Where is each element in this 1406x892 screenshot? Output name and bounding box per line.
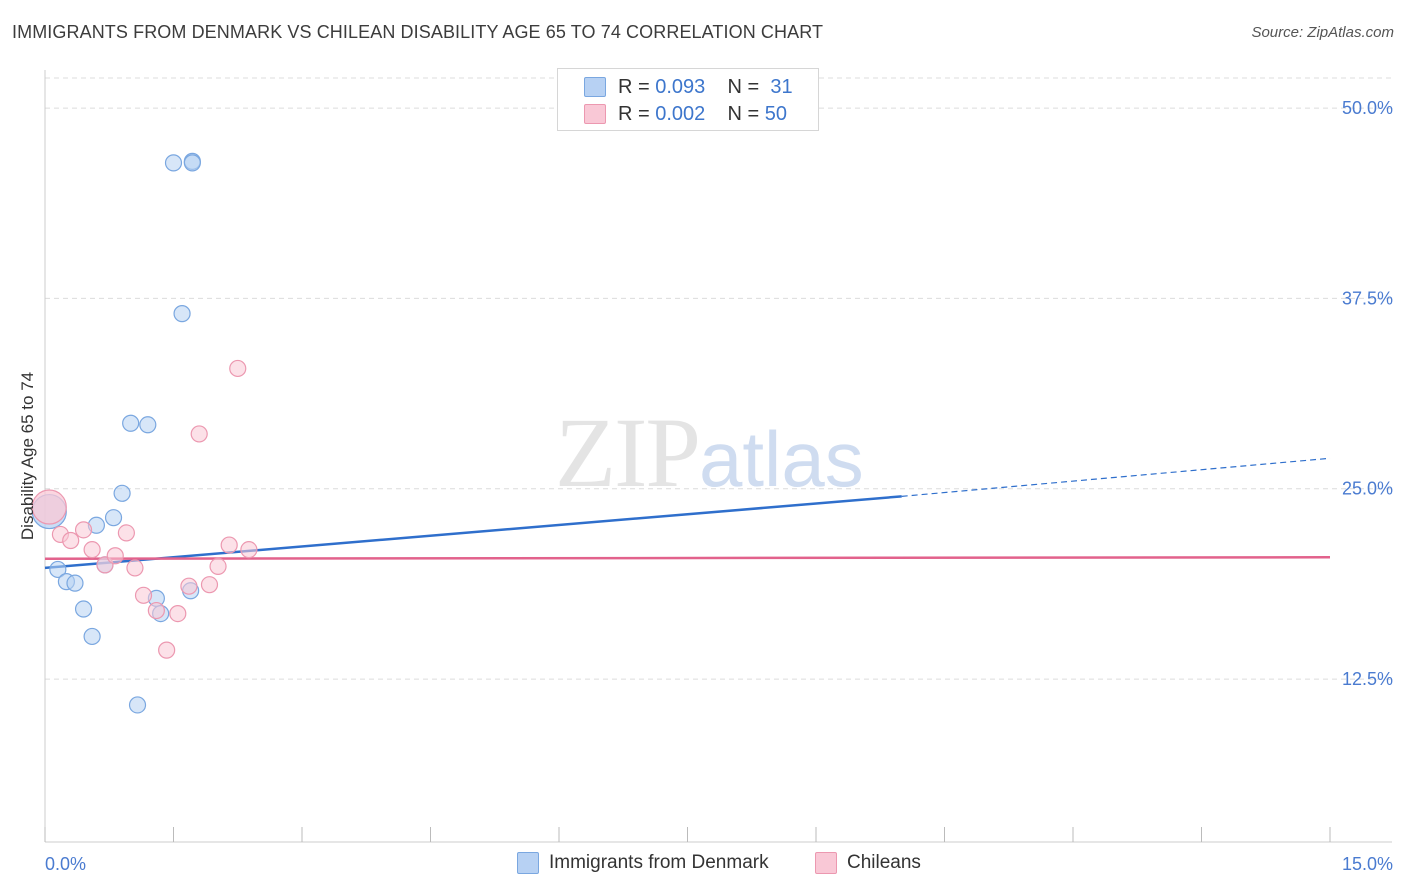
bottom-legend-chileans[interactable]: Chileans [815, 852, 921, 874]
legend-n-label: N = [727, 102, 760, 125]
axes [44, 70, 1392, 843]
denmark-point [49, 560, 67, 579]
legend-r-label: R = [618, 102, 650, 125]
chart-title: IMMIGRANTS FROM DENMARK VS CHILEAN DISAB… [12, 22, 824, 42]
chileans-point [190, 425, 208, 443]
legend-n-value: 31 [770, 75, 793, 98]
legend-r-value: 0.093 [655, 75, 706, 98]
denmark-point [66, 574, 84, 592]
bottom-legend-denmark[interactable]: Immigrants from Denmark [517, 852, 769, 874]
tick-labels: 12.5% 25.0% 37.5% 50.0% 0.0% 15.0% Disability … [18, 98, 1393, 874]
chileans-point [74, 521, 93, 539]
legend-r-value: 0.002 [655, 102, 706, 125]
chileans-point [147, 601, 165, 620]
y-tick-label: 25.0% [1342, 479, 1393, 499]
chileans-point [200, 576, 219, 594]
legend-n-value: 50 [764, 102, 788, 125]
denmark-trend-extension [901, 457, 1331, 497]
legend-swatch-chileans [584, 104, 606, 124]
chileans-point [106, 547, 124, 565]
denmark-point [164, 154, 183, 172]
denmark-point [122, 414, 140, 432]
x-tick-label: 0.0% [45, 854, 86, 874]
legend-r-label: R = [618, 75, 650, 98]
chileans-point [31, 489, 67, 525]
watermark: ZIPatlas [555, 395, 864, 510]
denmark-point [113, 484, 131, 502]
chileans-trend-line [44, 556, 1331, 561]
y-tick-label: 12.5% [1342, 669, 1393, 689]
bottom-legend-label: Immigrants from Denmark [549, 852, 769, 873]
denmark-point [74, 600, 93, 618]
chileans-point [83, 541, 101, 559]
chileans-point [220, 536, 238, 554]
denmark-point [104, 509, 123, 527]
legend-swatch-denmark [517, 852, 539, 874]
trend-lines [44, 457, 1331, 570]
legend-row-denmark: R = 0.093 N = 31 [584, 75, 793, 99]
chileans-point [126, 559, 144, 577]
legend-swatch-denmark [584, 77, 606, 97]
watermark-zip: ZIP [555, 397, 701, 508]
chileans-point [229, 359, 247, 378]
denmark-trend-line [44, 495, 902, 570]
chileans-point [180, 577, 198, 595]
legend: R = 0.093 N = 31 R = 0.002 N = 50 [557, 68, 819, 131]
chileans-point [209, 557, 227, 575]
grid [45, 77, 1392, 680]
chileans-point [62, 531, 80, 550]
y-axis-title: Disability Age 65 to 74 [18, 372, 37, 540]
data-points [31, 152, 258, 714]
chileans-point [158, 641, 176, 659]
y-tick-label: 50.0% [1342, 98, 1393, 118]
x-tick-label: 15.0% [1342, 854, 1393, 874]
chileans-point [240, 541, 258, 559]
y-tick-label: 37.5% [1342, 288, 1393, 308]
chileans-point [169, 604, 187, 623]
chileans-point [117, 524, 135, 542]
source-label: Source: ZipAtlas.com [1251, 24, 1394, 41]
denmark-point [83, 627, 101, 646]
denmark-point [139, 416, 157, 434]
legend-swatch-chileans [815, 852, 837, 874]
denmark-point [173, 305, 191, 323]
watermark-atlas: atlas [699, 415, 864, 503]
denmark-point [183, 154, 201, 172]
denmark-point [128, 696, 147, 714]
bottom-legend-label: Chileans [847, 852, 921, 873]
chileans-point [134, 586, 153, 604]
legend-n-label: N = [727, 75, 760, 98]
legend-row-chileans: R = 0.002 N = 50 [584, 102, 787, 126]
